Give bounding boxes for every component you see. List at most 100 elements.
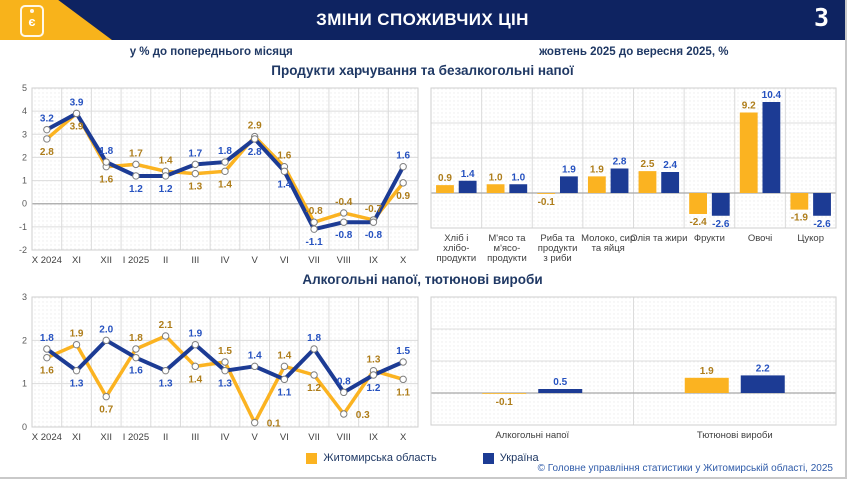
svg-text:I 2025: I 2025: [123, 255, 149, 266]
chart-title-food: Продукти харчування та безалкогольні нап…: [271, 63, 574, 78]
svg-text:-2.4: -2.4: [689, 217, 707, 228]
svg-text:1.3: 1.3: [367, 355, 381, 366]
svg-text:V: V: [252, 432, 259, 443]
svg-text:-1.1: -1.1: [305, 237, 323, 248]
svg-text:1.3: 1.3: [188, 182, 202, 193]
svg-text:V: V: [252, 255, 259, 266]
svg-text:продукти: продукти: [436, 253, 476, 264]
svg-text:продукти: продукти: [538, 243, 578, 254]
svg-text:0: 0: [22, 422, 27, 432]
svg-text:2: 2: [22, 335, 27, 345]
svg-text:1.6: 1.6: [129, 366, 143, 377]
legend-label-ukraine: Україна: [499, 452, 539, 464]
svg-text:Риба та: Риба та: [540, 233, 575, 244]
svg-text:2.8: 2.8: [248, 147, 262, 158]
svg-text:-1: -1: [19, 222, 27, 232]
svg-text:1.5: 1.5: [396, 346, 410, 357]
svg-text:IV: IV: [221, 432, 231, 443]
svg-text:-0.7: -0.7: [365, 204, 383, 215]
svg-text:1.4: 1.4: [277, 179, 291, 190]
charts-row-food: -2 -1 0 1 2 3 4 5 X 2024 XI XII I 2025 II III IV V VI VII…: [0, 80, 845, 270]
svg-text:3.9: 3.9: [70, 121, 84, 132]
svg-text:VII: VII: [308, 255, 320, 266]
svg-text:Хліб і: Хліб і: [444, 233, 468, 244]
svg-text:VII: VII: [308, 432, 320, 443]
svg-text:0.5: 0.5: [553, 377, 567, 388]
svg-text:2.4: 2.4: [663, 160, 677, 171]
svg-text:1.2: 1.2: [307, 383, 321, 394]
svg-text:-2: -2: [19, 245, 27, 255]
svg-text:1.4: 1.4: [277, 350, 291, 361]
legend-label-region: Житомирська область: [323, 452, 437, 464]
svg-text:10.4: 10.4: [762, 90, 782, 101]
svg-text:1.4: 1.4: [218, 179, 232, 190]
svg-text:1: 1: [22, 379, 27, 389]
svg-text:1.2: 1.2: [367, 383, 381, 394]
svg-text:1.0: 1.0: [489, 172, 503, 183]
svg-text:3.2: 3.2: [40, 114, 54, 125]
subtitle-right: жовтень 2025 до вересня 2025, %: [539, 46, 729, 58]
svg-text:I 2025: I 2025: [123, 432, 149, 443]
svg-text:1.4: 1.4: [159, 155, 173, 166]
svg-text:-0.1: -0.1: [496, 397, 514, 408]
svg-text:1: 1: [22, 176, 27, 186]
svg-text:1.2: 1.2: [129, 184, 143, 195]
svg-text:1.3: 1.3: [70, 379, 84, 390]
svg-text:1.9: 1.9: [188, 329, 202, 340]
header: є ЗМІНИ СПОЖИВЧИХ ЦІН 3: [0, 0, 845, 40]
svg-text:Тютюнові вироби: Тютюнові вироби: [697, 430, 773, 441]
statistics-tag-logo-icon: є: [20, 5, 44, 37]
svg-text:1.3: 1.3: [159, 379, 173, 390]
legend-item-ukraine: Україна: [482, 452, 539, 464]
svg-text:-2.6: -2.6: [712, 219, 730, 230]
svg-text:VIII: VIII: [337, 255, 351, 266]
subtitle-row: у % до попереднього місяця жовтень 2025 …: [0, 43, 845, 61]
svg-text:2.0: 2.0: [99, 324, 113, 335]
svg-text:3: 3: [22, 292, 27, 302]
svg-text:0: 0: [22, 199, 27, 209]
svg-text:1.1: 1.1: [396, 387, 410, 398]
svg-text:1.8: 1.8: [307, 333, 321, 344]
svg-text:0.9: 0.9: [438, 173, 452, 184]
svg-text:IX: IX: [369, 432, 379, 443]
page-title: ЗМІНИ СПОЖИВЧИХ ЦІН: [316, 10, 529, 29]
svg-text:2.5: 2.5: [641, 159, 655, 170]
svg-text:1.5: 1.5: [218, 346, 232, 357]
svg-text:1.4: 1.4: [461, 169, 475, 180]
svg-text:1.9: 1.9: [70, 329, 84, 340]
svg-text:Молоко, сир: Молоко, сир: [581, 233, 635, 244]
svg-text:-2.6: -2.6: [813, 219, 831, 230]
svg-text:1.8: 1.8: [218, 146, 232, 157]
svg-text:0.9: 0.9: [396, 191, 410, 202]
svg-text:-0.1: -0.1: [538, 197, 556, 208]
svg-text:-1.9: -1.9: [791, 213, 809, 224]
svg-text:2: 2: [22, 152, 27, 162]
legend: Житомирська область Україна: [0, 448, 845, 468]
svg-text:1.7: 1.7: [188, 148, 202, 159]
svg-text:М'ясо та: М'ясо та: [488, 233, 526, 244]
svg-text:Фрукти: Фрукти: [694, 233, 725, 244]
footer-copyright: © Головне управління статистики у Житоми…: [537, 463, 833, 474]
svg-text:1.8: 1.8: [99, 146, 113, 157]
svg-text:1.9: 1.9: [562, 164, 576, 175]
svg-text:2.9: 2.9: [248, 121, 262, 132]
svg-text:XII: XII: [100, 255, 112, 266]
subtitle-left: у % до попереднього місяця: [129, 46, 293, 58]
svg-text:4: 4: [22, 106, 27, 116]
ukraine-swatch-icon: [482, 452, 494, 464]
svg-text:XII: XII: [100, 432, 112, 443]
svg-text:1.9: 1.9: [700, 366, 714, 377]
svg-text:хлібо-: хлібо-: [443, 243, 469, 254]
svg-text:II: II: [163, 432, 168, 443]
svg-text:VIII: VIII: [337, 432, 351, 443]
svg-text:Алкогольні напої: Алкогольні напої: [495, 430, 569, 441]
svg-text:VI: VI: [280, 432, 289, 443]
page-number: 3: [813, 3, 829, 32]
svg-text:IX: IX: [369, 255, 379, 266]
svg-text:2.8: 2.8: [40, 147, 54, 158]
svg-text:0.7: 0.7: [99, 405, 113, 416]
svg-text:1.8: 1.8: [40, 333, 54, 344]
